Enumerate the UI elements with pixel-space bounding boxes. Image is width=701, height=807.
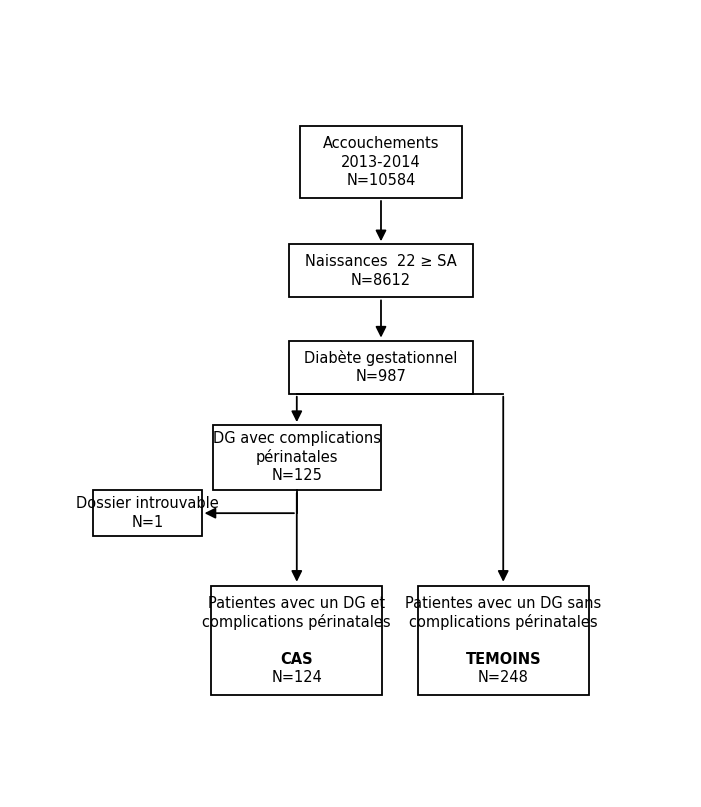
- Text: Patientes avec un DG et: Patientes avec un DG et: [208, 596, 386, 611]
- Text: N=10584: N=10584: [346, 174, 416, 188]
- FancyBboxPatch shape: [418, 586, 589, 695]
- Text: DG avec complications: DG avec complications: [213, 431, 381, 446]
- FancyBboxPatch shape: [211, 586, 382, 695]
- Text: complications périnatales: complications périnatales: [203, 614, 391, 630]
- Text: Dossier introuvable: Dossier introuvable: [76, 496, 219, 512]
- FancyBboxPatch shape: [289, 245, 473, 297]
- Text: 2013-2014: 2013-2014: [341, 155, 421, 169]
- Text: Patientes avec un DG sans: Patientes avec un DG sans: [405, 596, 601, 611]
- Text: N=1: N=1: [131, 515, 163, 530]
- Text: Naissances  22 ≥ SA: Naissances 22 ≥ SA: [305, 254, 457, 269]
- FancyBboxPatch shape: [289, 341, 473, 394]
- Text: TEMOINS: TEMOINS: [465, 652, 541, 667]
- Text: Diabète gestationnel: Diabète gestationnel: [304, 349, 458, 366]
- FancyBboxPatch shape: [212, 424, 381, 490]
- Text: N=8612: N=8612: [351, 273, 411, 287]
- Text: complications périnatales: complications périnatales: [409, 614, 597, 630]
- FancyBboxPatch shape: [299, 127, 463, 198]
- Text: N=124: N=124: [271, 671, 322, 685]
- Text: N=248: N=248: [478, 671, 529, 685]
- FancyBboxPatch shape: [93, 490, 202, 537]
- Text: N=125: N=125: [271, 468, 322, 483]
- Text: Accouchements: Accouchements: [322, 136, 440, 151]
- Text: N=987: N=987: [355, 369, 407, 384]
- Text: périnatales: périnatales: [256, 449, 338, 466]
- Text: CAS: CAS: [280, 652, 313, 667]
